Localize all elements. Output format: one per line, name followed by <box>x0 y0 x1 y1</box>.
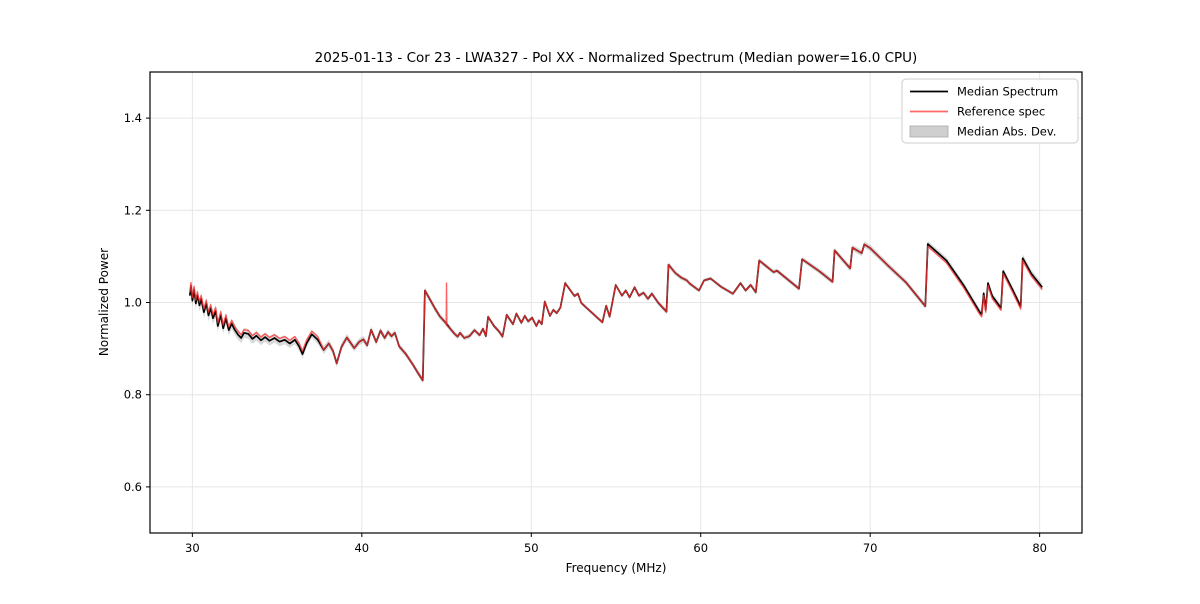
y-tick-label: 0.8 <box>124 388 142 402</box>
spectrum-lines <box>188 243 1043 382</box>
legend-label-mad: Median Abs. Dev. <box>957 125 1056 139</box>
x-tick-label: 30 <box>185 541 200 555</box>
legend: Median Spectrum Reference spec Median Ab… <box>901 78 1079 144</box>
x-tick-label: 50 <box>524 541 539 555</box>
x-tick-label: 60 <box>693 541 708 555</box>
x-tick-label: 80 <box>1032 541 1047 555</box>
x-tick-label: 40 <box>354 541 369 555</box>
y-tick-label: 1.0 <box>124 296 142 310</box>
y-tick-label: 1.2 <box>124 203 142 217</box>
legend-label-median: Median Spectrum <box>957 85 1058 99</box>
x-tick-label: 70 <box>863 541 878 555</box>
tick-layer: 30 40 50 60 70 80 0.6 0.8 1.0 1.2 1.4 <box>124 111 1047 555</box>
grid-layer <box>150 72 1082 533</box>
y-tick-label: 1.4 <box>124 111 142 125</box>
mad-band <box>189 240 1043 384</box>
legend-label-reference: Reference spec <box>957 105 1045 119</box>
median-spectrum-line <box>188 243 1043 382</box>
y-tick-label: 0.6 <box>124 480 142 494</box>
x-axis-label: Frequency (MHz) <box>566 561 667 575</box>
chart-title: 2025-01-13 - Cor 23 - LWA327 - Pol XX - … <box>315 50 918 66</box>
y-axis-label: Normalized Power <box>97 248 111 356</box>
reference-spec-line <box>189 243 1043 382</box>
mad-band-polygon <box>189 240 1043 384</box>
legend-patch-mad <box>909 125 949 138</box>
